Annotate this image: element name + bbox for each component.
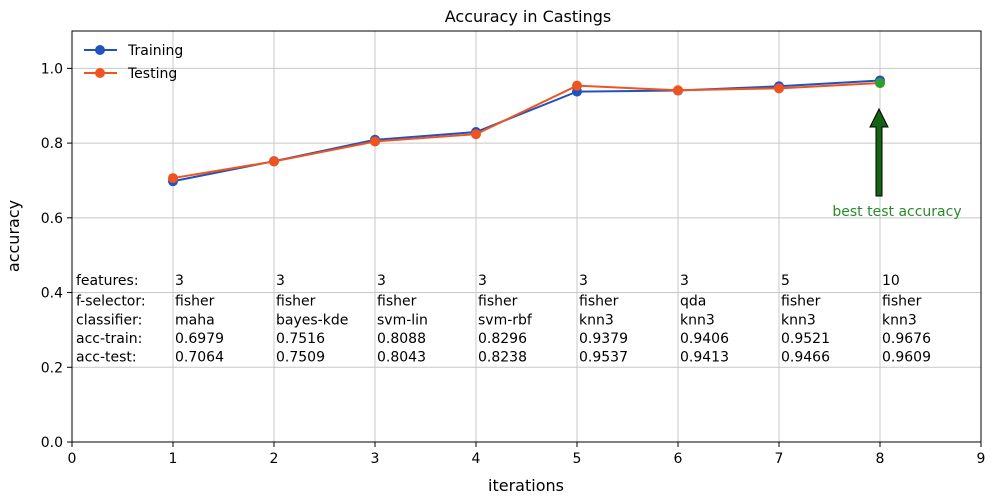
y-tick-label: 0.8	[41, 136, 63, 152]
table-cell: knn3	[579, 312, 614, 328]
table-cell: 0.8238	[478, 350, 527, 366]
x-tick-label: 6	[674, 451, 683, 467]
series-line-training	[172, 79, 881, 183]
table-cell: 0.8296	[478, 331, 527, 347]
best-test-point	[875, 77, 885, 88]
x-tick-label: 2	[270, 451, 279, 467]
table-row-label: features:	[76, 273, 139, 289]
table-cell: fisher	[175, 294, 215, 310]
grid	[71, 31, 982, 443]
table-row-label: acc-test:	[76, 350, 137, 366]
table-cell: 3	[175, 273, 184, 289]
data-point-testing	[168, 173, 178, 184]
table-cell: knn3	[781, 312, 816, 328]
data-point-testing	[572, 80, 582, 91]
table-cell: 3	[579, 273, 588, 289]
table-cell: 5	[781, 273, 790, 289]
table-cell: 0.7509	[276, 350, 325, 366]
table-cell: fisher	[882, 294, 922, 310]
table-cell: 10	[882, 273, 900, 289]
y-tick-label: 0.6	[41, 211, 63, 227]
x-tick-label: 3	[371, 451, 380, 467]
series-line-testing	[172, 81, 881, 180]
best-annotation-text: best test accuracy	[832, 204, 961, 220]
legend: Training Testing	[84, 43, 183, 82]
best-annotation: best test accuracy	[832, 107, 962, 220]
x-axis-ticks: 0 1 2 3 4 5 6 7 8 9	[68, 442, 986, 467]
legend-marker-training	[95, 45, 105, 55]
series-layer	[168, 75, 885, 187]
table-cell: 0.8088	[377, 331, 426, 347]
table-cell: 0.7064	[175, 350, 224, 366]
data-point-testing	[471, 129, 481, 140]
y-tick-label: 1.0	[41, 61, 63, 77]
table-cell: maha	[175, 312, 215, 328]
table-cell: 0.9413	[680, 350, 729, 366]
data-point-testing	[774, 83, 784, 94]
data-point-testing	[673, 85, 683, 96]
table-cell: 0.9379	[579, 331, 628, 347]
table-row-label: acc-train:	[76, 331, 142, 347]
table-cell: 0.9406	[680, 331, 729, 347]
y-tick-label: 0.2	[41, 360, 63, 376]
data-point-testing	[370, 136, 380, 147]
table-cell: bayes-kde	[276, 312, 348, 328]
table-cell: 0.6979	[175, 331, 224, 347]
y-tick-label: 0.4	[41, 286, 63, 302]
table-cell: 0.9609	[882, 350, 931, 366]
table-row-label: classifier:	[76, 312, 142, 328]
table-cell: 3	[377, 273, 386, 289]
table-row-label: f-selector:	[76, 294, 146, 310]
x-tick-label: 1	[169, 451, 178, 467]
annotation-table: features: 3 3 3 3 3 3 5 10 f-selector: fisher fishe…	[76, 273, 931, 366]
table-cell: 0.8043	[377, 350, 426, 366]
x-tick-label: 8	[876, 451, 885, 467]
y-axis-ticks: 0.0 0.2 0.4 0.6 0.8 1.0	[41, 61, 72, 451]
table-cell: 3	[478, 273, 487, 289]
legend-label-testing: Testing	[127, 66, 177, 82]
table-cell: fisher	[579, 294, 619, 310]
x-tick-label: 0	[68, 451, 77, 467]
plot-frame	[71, 30, 982, 443]
table-cell: 3	[276, 273, 285, 289]
table-cell: knn3	[680, 312, 715, 328]
table-cell: 0.7516	[276, 331, 325, 347]
x-tick-label: 7	[775, 451, 784, 467]
x-tick-label: 5	[573, 451, 582, 467]
chart-title: Accuracy in Castings	[445, 7, 611, 26]
x-tick-label: 9	[977, 451, 986, 467]
legend-label-training: Training	[127, 43, 183, 59]
best-arrow	[869, 107, 889, 197]
table-cell: 0.9676	[882, 331, 931, 347]
table-cell: knn3	[882, 312, 917, 328]
table-cell: 0.9537	[579, 350, 628, 366]
x-axis-label: iterations	[488, 476, 564, 495]
legend-marker-testing	[95, 68, 105, 78]
x-tick-label: 4	[472, 451, 481, 467]
table-cell: svm-lin	[377, 312, 428, 328]
table-cell: 0.9521	[781, 331, 830, 347]
table-cell: 0.9466	[781, 350, 830, 366]
y-axis-label: accuracy	[4, 200, 23, 272]
table-cell: fisher	[478, 294, 518, 310]
table-cell: svm-rbf	[478, 312, 533, 328]
y-tick-label: 0.0	[41, 435, 63, 451]
table-cell: 3	[680, 273, 689, 289]
table-cell: fisher	[276, 294, 316, 310]
table-cell: qda	[680, 294, 706, 310]
table-cell: fisher	[377, 294, 417, 310]
data-point-testing	[269, 156, 279, 167]
table-cell: fisher	[781, 294, 821, 310]
